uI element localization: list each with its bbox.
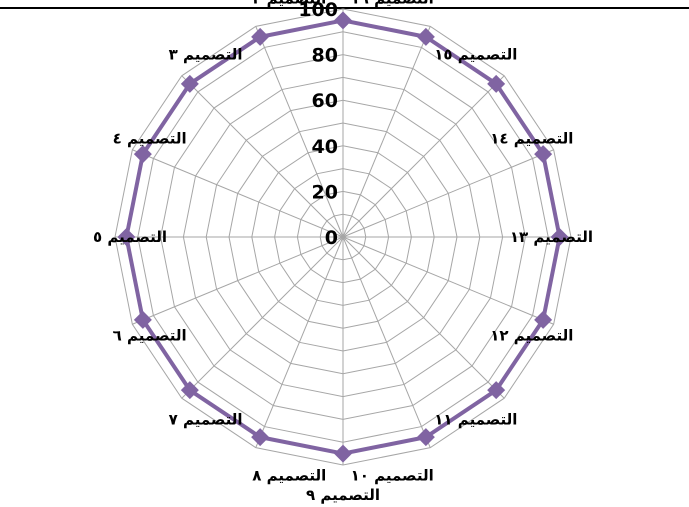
- category-label: التصميم ١٣: [510, 228, 593, 246]
- grid: [114, 8, 572, 466]
- category-label: التصميم ٢: [252, 0, 326, 8]
- data-point: [534, 145, 553, 164]
- grid-spoke: [342, 149, 554, 238]
- category-label: التصميم ١٥: [434, 46, 517, 64]
- series-layer: [117, 11, 569, 463]
- category-label: التصميم ١٤: [490, 129, 573, 147]
- data-point: [251, 428, 270, 447]
- data-point: [416, 428, 435, 447]
- data-point: [180, 381, 199, 400]
- data-point: [334, 11, 352, 30]
- grid-spoke: [342, 75, 505, 238]
- category-label: التصميم ٩: [306, 486, 380, 504]
- category-label: التصميم ١١: [434, 410, 517, 428]
- category-label: التصميم ٥: [93, 228, 167, 246]
- tick-label: 0: [325, 227, 338, 249]
- grid-spoke: [132, 236, 344, 325]
- tick-label: 40: [312, 136, 338, 158]
- data-point: [487, 74, 506, 93]
- category-label: التصميم ١٢: [490, 327, 573, 345]
- category-label: التصميم ١٦: [351, 0, 434, 8]
- data-point: [180, 74, 199, 93]
- category-label: التصميم ٨: [252, 466, 326, 484]
- grid-spoke: [255, 26, 344, 238]
- category-label: التصميم ٦: [113, 327, 187, 345]
- grid-spoke: [342, 236, 554, 325]
- grid-spoke: [181, 75, 344, 238]
- category-label: التصميم ٧: [169, 410, 243, 428]
- top-rule: [0, 7, 689, 9]
- data-point: [416, 27, 435, 46]
- grid-spoke: [132, 149, 344, 238]
- tick-label: 80: [312, 45, 338, 67]
- tick-label: 100: [298, 0, 338, 21]
- category-label: التصميم ٣: [169, 46, 243, 64]
- tick-labels: 0 20 40 60 80 100: [298, 0, 338, 249]
- tick-label: 60: [312, 90, 338, 112]
- category-label: التصميم ٤: [113, 129, 187, 147]
- grid-spoke: [342, 236, 505, 399]
- data-point: [550, 228, 569, 246]
- grid-spoke: [342, 236, 431, 448]
- category-label: التصميم ١٠: [351, 466, 434, 484]
- data-point: [334, 444, 352, 463]
- data-point: [133, 145, 152, 164]
- data-point: [117, 228, 136, 246]
- data-point: [487, 381, 506, 400]
- data-point: [251, 27, 270, 46]
- tick-label: 20: [312, 181, 338, 203]
- data-point: [133, 310, 152, 329]
- data-point: [534, 310, 553, 329]
- grid-spoke: [181, 236, 344, 399]
- grid-spoke: [255, 236, 344, 448]
- grid-spoke: [342, 26, 431, 238]
